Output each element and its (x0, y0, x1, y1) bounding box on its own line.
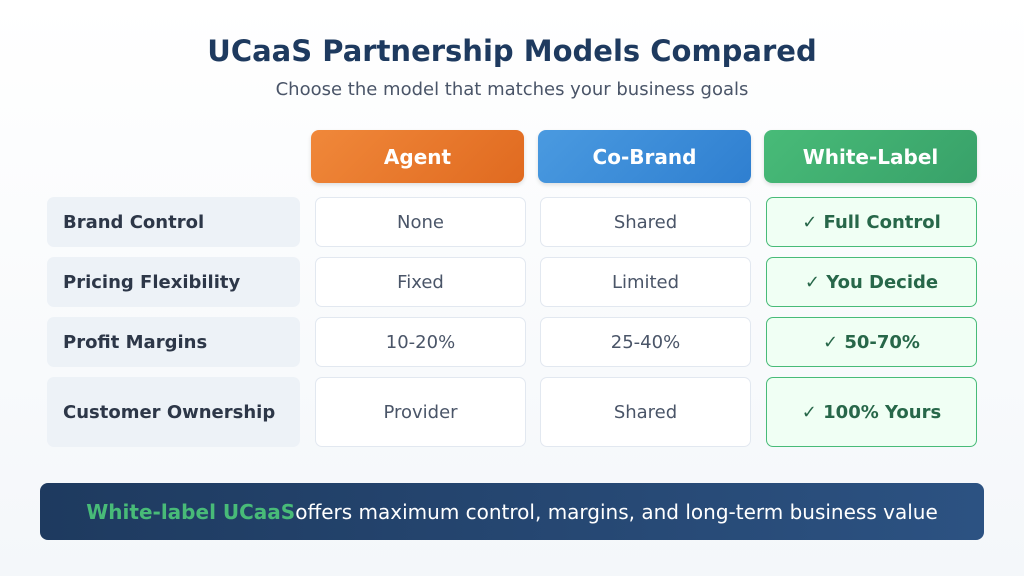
table-cell: Shared (540, 377, 751, 447)
table-cell: 25-40% (540, 317, 751, 367)
table-cell: ✓ 100% Yours (766, 377, 977, 447)
footer-highlight: White-label UCaaS (86, 499, 296, 524)
footer-text: offers maximum control, margins, and lon… (295, 499, 938, 524)
table-cell: ✓ 50-70% (766, 317, 977, 367)
table-cell: Fixed (315, 257, 526, 307)
row-label: Brand Control (47, 197, 300, 247)
column-header: Agent (311, 130, 524, 183)
title: UCaaS Partnership Models Compared (207, 34, 817, 68)
table-cell: Provider (315, 377, 526, 447)
footer-banner: White-label UCaaS offers maximum control… (40, 483, 984, 540)
column-header: White-Label (764, 130, 977, 183)
subtitle: Choose the model that matches your busin… (275, 79, 749, 100)
table-cell: ✓ You Decide (766, 257, 977, 307)
table-cell: ✓ Full Control (766, 197, 977, 247)
table-cell: Shared (540, 197, 751, 247)
row-label: Profit Margins (47, 317, 300, 367)
row-label: Customer Ownership (47, 377, 300, 447)
table-cell: None (315, 197, 526, 247)
row-label: Pricing Flexibility (47, 257, 300, 307)
table-cell: Limited (540, 257, 751, 307)
column-header: Co-Brand (538, 130, 751, 183)
table-cell: 10-20% (315, 317, 526, 367)
